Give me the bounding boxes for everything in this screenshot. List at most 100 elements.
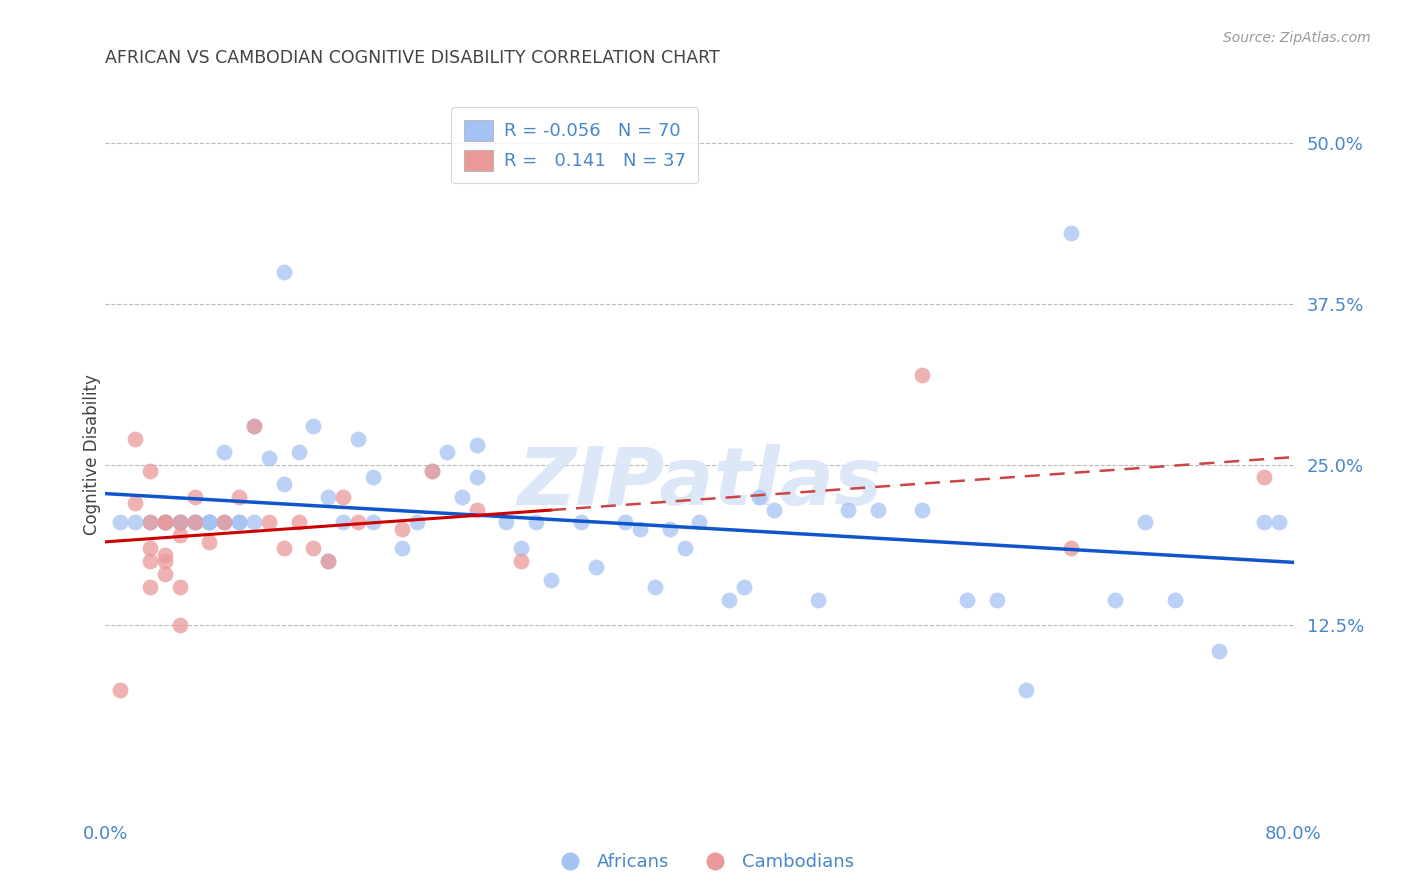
Point [139, 516, 162, 530]
Point [124, 516, 146, 530]
Point [956, 592, 979, 607]
Point [1267, 516, 1289, 530]
Point [228, 490, 250, 504]
Point [273, 541, 295, 556]
Point [718, 592, 741, 607]
Point [733, 580, 755, 594]
Point [465, 502, 488, 516]
Point [628, 522, 651, 536]
Point [243, 419, 266, 434]
Point [198, 516, 221, 530]
Point [302, 419, 325, 434]
Point [169, 516, 191, 530]
Point [110, 682, 132, 697]
Point [169, 528, 191, 542]
Point [465, 438, 488, 452]
Point [273, 476, 295, 491]
Point [911, 368, 934, 382]
Point [689, 516, 711, 530]
Point [361, 470, 384, 484]
Text: Source: ZipAtlas.com: Source: ZipAtlas.com [1223, 31, 1371, 45]
Point [1164, 592, 1187, 607]
Point [169, 516, 191, 530]
Text: ZIPatlas: ZIPatlas [517, 444, 882, 523]
Point [198, 516, 221, 530]
Point [540, 574, 562, 588]
Point [110, 516, 132, 530]
Point [420, 464, 443, 478]
Point [243, 516, 266, 530]
Point [302, 541, 325, 556]
Point [391, 522, 413, 536]
Point [257, 516, 280, 530]
Point [183, 490, 205, 504]
Text: AFRICAN VS CAMBODIAN COGNITIVE DISABILITY CORRELATION CHART: AFRICAN VS CAMBODIAN COGNITIVE DISABILIT… [105, 49, 720, 67]
Point [347, 516, 370, 530]
Point [1060, 226, 1083, 240]
Point [153, 566, 176, 581]
Point [332, 516, 354, 530]
Point [420, 464, 443, 478]
Point [243, 419, 266, 434]
Point [673, 541, 696, 556]
Point [837, 502, 859, 516]
Point [124, 496, 146, 510]
Point [1104, 592, 1126, 607]
Point [198, 516, 221, 530]
Point [1060, 541, 1083, 556]
Point [510, 554, 533, 568]
Point [1253, 516, 1275, 530]
Point [748, 490, 770, 504]
Point [762, 502, 785, 516]
Point [585, 560, 607, 574]
Point [287, 444, 309, 458]
Point [1133, 516, 1156, 530]
Point [510, 541, 533, 556]
Point [569, 516, 592, 530]
Point [228, 516, 250, 530]
Point [316, 554, 339, 568]
Point [257, 451, 280, 466]
Y-axis label: Cognitive Disability: Cognitive Disability [83, 375, 101, 535]
Point [1015, 682, 1038, 697]
Point [153, 516, 176, 530]
Point [658, 522, 681, 536]
Point [139, 464, 162, 478]
Point [524, 516, 547, 530]
Point [214, 444, 236, 458]
Point [139, 554, 162, 568]
Legend: Africans, Cambodians: Africans, Cambodians [546, 847, 860, 879]
Point [214, 516, 236, 530]
Point [139, 580, 162, 594]
Point [214, 516, 236, 530]
Point [153, 516, 176, 530]
Point [273, 265, 295, 279]
Point [169, 618, 191, 632]
Point [169, 516, 191, 530]
Point [316, 554, 339, 568]
Point [198, 516, 221, 530]
Point [347, 432, 370, 446]
Point [614, 516, 637, 530]
Point [495, 516, 517, 530]
Point [169, 580, 191, 594]
Point [332, 490, 354, 504]
Point [316, 490, 339, 504]
Point [807, 592, 830, 607]
Point [406, 516, 429, 530]
Point [198, 534, 221, 549]
Legend: R = -0.056   N = 70, R =   0.141   N = 37: R = -0.056 N = 70, R = 0.141 N = 37 [451, 107, 699, 183]
Point [139, 541, 162, 556]
Point [391, 541, 413, 556]
Point [361, 516, 384, 530]
Point [287, 516, 309, 530]
Point [866, 502, 889, 516]
Point [153, 548, 176, 562]
Point [644, 580, 666, 594]
Point [169, 516, 191, 530]
Point [183, 516, 205, 530]
Point [153, 516, 176, 530]
Point [436, 444, 458, 458]
Point [153, 516, 176, 530]
Point [139, 516, 162, 530]
